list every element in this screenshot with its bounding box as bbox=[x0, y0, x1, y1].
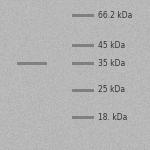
Bar bbox=[72, 88, 94, 92]
Bar bbox=[17, 61, 47, 64]
Text: 18. kDa: 18. kDa bbox=[98, 112, 127, 122]
Bar bbox=[72, 44, 94, 46]
Text: 66.2 kDa: 66.2 kDa bbox=[98, 11, 132, 20]
Text: 25 kDa: 25 kDa bbox=[98, 85, 125, 94]
Text: 35 kDa: 35 kDa bbox=[98, 58, 125, 68]
Text: 45 kDa: 45 kDa bbox=[98, 40, 125, 50]
Bar bbox=[72, 116, 94, 118]
Bar bbox=[72, 61, 94, 64]
Bar bbox=[72, 14, 94, 16]
